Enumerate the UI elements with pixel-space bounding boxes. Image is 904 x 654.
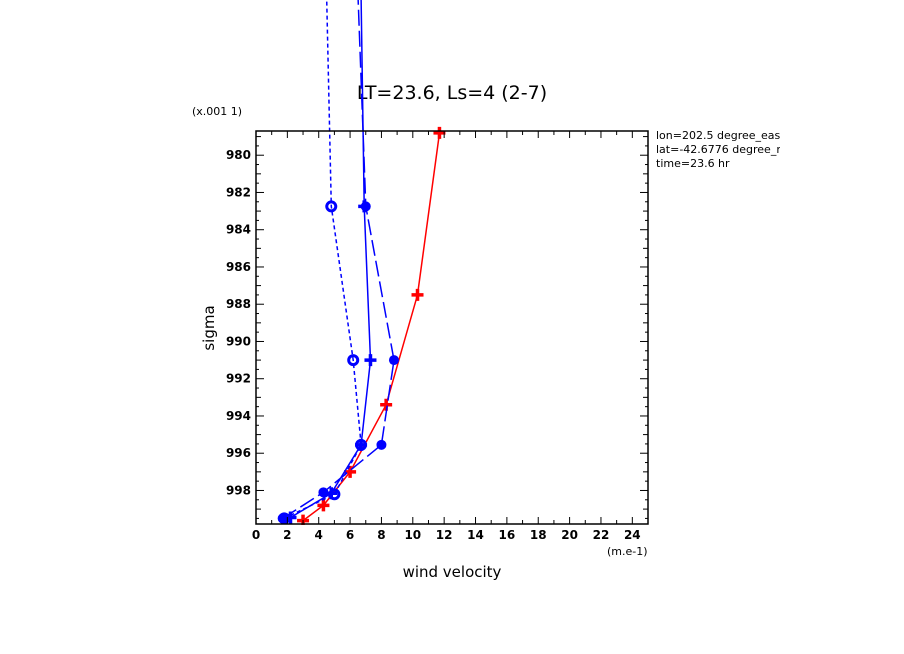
y-tick-label: 994: [226, 409, 251, 423]
y-axis-label: sigma: [200, 305, 218, 350]
x-tick-label: 10: [404, 528, 421, 542]
x-tick-label: 12: [436, 528, 453, 542]
series-2-point: [376, 439, 387, 450]
y-tick-label: 982: [226, 185, 251, 199]
series-2: [277, 0, 399, 524]
y-tick-label: 996: [226, 446, 251, 460]
x-tick-label: 24: [624, 528, 641, 542]
info-mask: [780, 125, 904, 175]
x-tick-label: 16: [499, 528, 516, 542]
series-0-point: [433, 126, 446, 139]
y-tick-label: 980: [226, 148, 251, 162]
x-tick-label: 22: [593, 528, 610, 542]
x-tick-label: 20: [561, 528, 578, 542]
x-tick-label: 0: [252, 528, 260, 542]
series-3-point: [278, 512, 291, 525]
x-tick-label: 4: [315, 528, 323, 542]
series-0-point: [411, 288, 424, 301]
x-tick-label: 14: [467, 528, 484, 542]
x-tick-label: 6: [346, 528, 354, 542]
y-tick-label: 986: [226, 260, 251, 274]
series-3-point: [328, 488, 341, 501]
series-3-point: [347, 354, 360, 367]
series-0-line: [302, 132, 441, 522]
x-tick-label: 18: [530, 528, 547, 542]
info-lat: lat=-42.6776 degree_north: [656, 143, 806, 156]
series-3-point: [355, 438, 368, 451]
series-2-point: [388, 355, 399, 366]
chart-title: LT=23.6, Ls=4 (2-7): [357, 82, 547, 104]
series-2-point: [318, 487, 329, 498]
y-tick-label: 998: [226, 483, 251, 497]
series-1-point: [364, 354, 377, 367]
x-axis-label: wind velocity: [403, 563, 502, 581]
series-1: [284, 0, 377, 524]
ticks-layer: 0 2 4 6 8 10 12 14 16 18 20 22 249809829849869889909…: [226, 131, 649, 542]
series-3-line: [283, 0, 362, 520]
x-scale-note: (m.e-1): [607, 545, 648, 558]
y-tick-label: 984: [226, 223, 251, 237]
series-0-point: [317, 499, 330, 512]
series-3: [278, 0, 368, 525]
series-2-line: [282, 0, 395, 520]
series-3-point: [325, 200, 338, 213]
series-0: [297, 126, 446, 525]
plot-frame: [255, 130, 649, 525]
y-tick-label: 990: [226, 334, 251, 348]
y-scale-note: (x.001 1): [192, 105, 242, 118]
x-tick-label: 2: [283, 528, 291, 542]
info-box: lon=202.5 degree_east lat=-42.6776 degre…: [656, 129, 806, 170]
info-time: time=23.6 hr: [656, 157, 730, 170]
info-lon: lon=202.5 degree_east: [656, 129, 785, 142]
y-tick-label: 992: [226, 372, 251, 386]
series-layer: [277, 0, 446, 525]
y-tick-label: 988: [226, 297, 251, 311]
x-tick-label: 8: [377, 528, 385, 542]
series-2-point: [360, 201, 371, 212]
